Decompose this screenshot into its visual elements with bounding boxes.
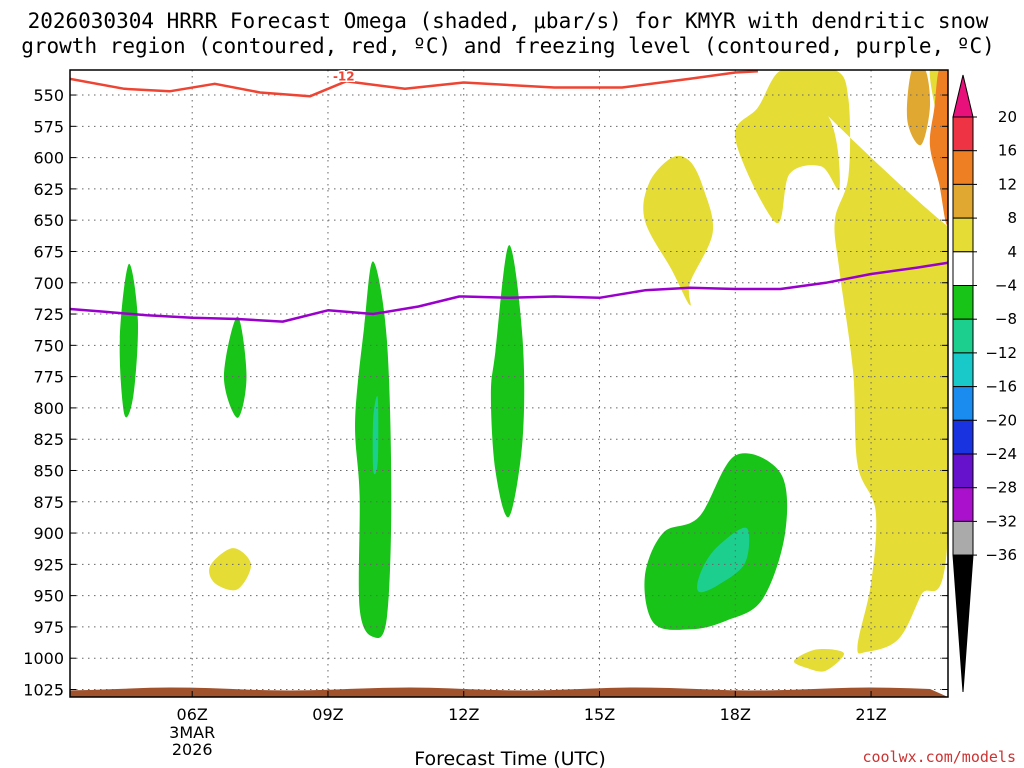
omega-region-10 <box>490 245 525 518</box>
x-axis-label: Forecast Time (UTC) <box>414 748 605 768</box>
colorbar-label: −12 <box>985 344 1017 362</box>
y-tick-label: 1000 <box>23 649 64 668</box>
x-tick-label: 15Z <box>584 705 615 724</box>
omega-region-12 <box>372 395 379 475</box>
colorbar: 20 16 12 8 4 −4 −8 −12 −16 −20 −24 −28 −32 −36 <box>952 74 1017 693</box>
y-tick-label: 575 <box>33 117 64 136</box>
freezing-level-line <box>70 261 948 323</box>
colorbar-label: −32 <box>985 512 1017 530</box>
chart-title-line1: 2026030304 HRRR Forecast Omega (shaded, … <box>28 9 989 33</box>
y-tick-label: 600 <box>33 149 64 168</box>
y-tick-label: 625 <box>33 180 64 199</box>
colorbar-label: 4 <box>1007 243 1017 261</box>
y-tick-label: 900 <box>33 524 64 543</box>
colorbar-segment <box>952 217 974 253</box>
omega-regions <box>119 70 948 672</box>
y-tick-label: 1025 <box>23 680 64 699</box>
dgz-contour-label: -12 <box>333 69 355 83</box>
x-tick-year: 2026 <box>172 740 213 759</box>
y-axis-ticks: 550 575 600 625 650 675 700 725 750 775 800 825 850 8… <box>23 86 948 699</box>
omega-region-8 <box>223 316 247 418</box>
y-tick-label: 650 <box>33 211 64 230</box>
colorbar-segment <box>952 285 974 320</box>
chart-title-line2: growth region (contoured, red, ºC) and f… <box>21 34 995 58</box>
colorbar-segment <box>952 318 974 354</box>
colorbar-segment <box>952 251 974 287</box>
credit-text: coolwx.com/models <box>862 748 1016 766</box>
colorbar-label: −8 <box>995 310 1017 328</box>
x-tick-date: 3MAR <box>169 723 215 742</box>
colorbar-segment <box>952 520 974 556</box>
y-tick-label: 675 <box>33 242 64 261</box>
y-tick-label: 950 <box>33 587 64 606</box>
omega-region-5 <box>906 70 931 146</box>
omega-region-1 <box>735 70 840 223</box>
x-tick-label: 18Z <box>720 705 751 724</box>
omega-region-3 <box>209 548 252 591</box>
colorbar-segment <box>952 116 974 152</box>
colorbar-segment <box>952 183 974 219</box>
colorbar-label: 20 <box>998 108 1017 126</box>
colorbar-segment <box>952 419 974 455</box>
y-tick-label: 975 <box>33 618 64 637</box>
dgz-contour-line <box>70 70 758 98</box>
x-tick-label: 21Z <box>855 705 886 724</box>
colorbar-label: −28 <box>985 479 1017 497</box>
omega-region-6 <box>929 70 948 225</box>
omega-region-13 <box>697 527 750 593</box>
omega-region-0 <box>785 70 948 654</box>
y-tick-label: 750 <box>33 336 64 355</box>
colorbar-label: −16 <box>985 378 1017 396</box>
terrain-fill <box>70 687 948 697</box>
colorbar-label: −20 <box>985 411 1017 429</box>
colorbar-top-arrow <box>952 74 974 118</box>
plot-frame <box>69 69 949 698</box>
contour-lines <box>70 70 948 323</box>
y-tick-label: 725 <box>33 305 64 324</box>
colorbar-bottom-arrow <box>952 554 974 693</box>
colorbar-segment <box>952 150 974 185</box>
omega-region-2 <box>643 155 714 306</box>
colorbar-segment <box>952 487 974 522</box>
omega-region-11 <box>644 453 788 630</box>
y-tick-label: 800 <box>33 399 64 418</box>
colorbar-segment <box>952 386 974 421</box>
y-tick-label: 875 <box>33 493 64 512</box>
y-tick-label: 825 <box>33 430 64 449</box>
colorbar-label: −4 <box>995 277 1017 295</box>
y-tick-label: 775 <box>33 368 64 387</box>
y-tick-label: 700 <box>33 274 64 293</box>
y-tick-label: 850 <box>33 461 64 480</box>
colorbar-label: −36 <box>985 546 1017 564</box>
terrain-layer <box>70 687 948 697</box>
colorbar-label: 12 <box>998 175 1017 193</box>
x-tick-label: 06Z <box>177 705 208 724</box>
y-tick-label: 925 <box>33 555 64 574</box>
colorbar-label: −24 <box>985 445 1017 463</box>
gridlines <box>70 70 948 697</box>
y-tick-label: 550 <box>33 86 64 105</box>
colorbar-segment <box>952 352 974 388</box>
colorbar-label: 8 <box>1007 209 1017 227</box>
colorbar-label: 16 <box>998 142 1017 160</box>
omega-region-4 <box>793 648 845 672</box>
x-tick-label: 12Z <box>448 705 479 724</box>
x-tick-label: 09Z <box>312 705 343 724</box>
omega-region-7 <box>119 263 139 418</box>
colorbar-segment <box>952 453 974 489</box>
